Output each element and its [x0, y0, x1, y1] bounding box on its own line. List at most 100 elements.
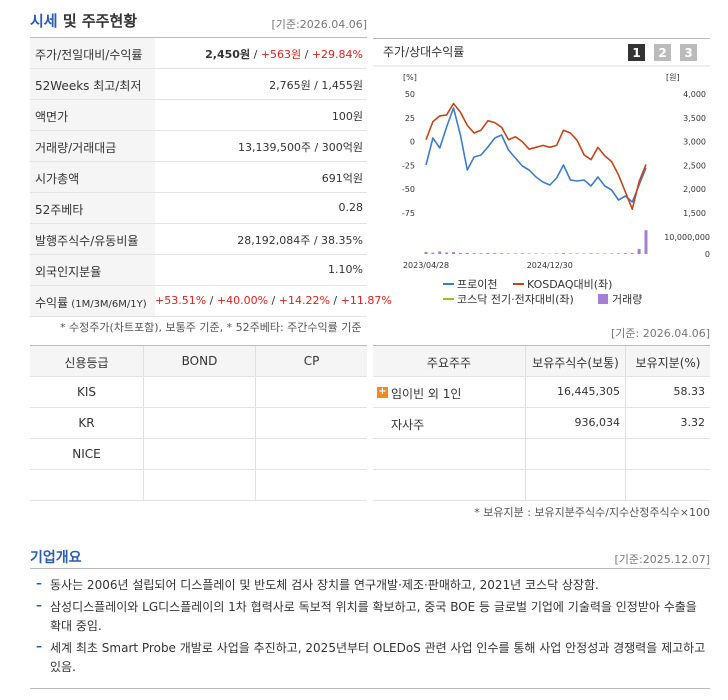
date-label: [기준:2025.12.07] — [614, 553, 710, 566]
volume-bar — [458, 252, 462, 254]
row-label: 액면가 — [30, 100, 155, 131]
table-cell — [143, 470, 255, 501]
row-divider — [30, 376, 367, 377]
section-title: 기업개요 — [30, 550, 82, 566]
volume-bar — [527, 253, 531, 254]
table-cell — [625, 470, 710, 501]
y3-tick-label: 10,000,000 — [664, 233, 710, 242]
row-value: 2,765원 / 1,455원 — [155, 69, 367, 100]
table-cell — [255, 470, 367, 501]
y2-tick-label: 2,500 — [683, 161, 706, 170]
volume-bar — [623, 253, 627, 254]
table-header-bg — [30, 346, 367, 377]
tab-button-bg — [680, 44, 697, 61]
table-cell — [255, 377, 367, 408]
row-value: 1.10% — [155, 255, 367, 286]
row-label: 52Weeks 최고/최저 — [30, 69, 155, 100]
y-tick-label: -50 — [402, 185, 415, 194]
table-cell — [373, 470, 525, 501]
table-cell — [143, 439, 255, 470]
table-cell: 16,445,305 — [525, 377, 625, 408]
divider — [30, 568, 710, 569]
value-part: +29.84% — [311, 48, 363, 61]
y-tick-label: 50 — [405, 90, 415, 99]
table-header-bg — [373, 346, 710, 377]
row-divider — [30, 223, 367, 224]
table-cell — [143, 377, 255, 408]
tab-button[interactable]: 1 — [632, 46, 640, 60]
bullet: – — [36, 576, 42, 590]
y2-tick-label: 3,000 — [683, 138, 706, 147]
table-top — [373, 345, 710, 346]
label: 주가/전일대비/수익률 — [35, 48, 143, 62]
table-cell — [255, 408, 367, 439]
y-tick-label: -75 — [402, 209, 415, 218]
legend-swatch — [598, 294, 608, 304]
row-divider — [30, 99, 367, 100]
table-cell — [525, 439, 625, 470]
series-line — [425, 107, 647, 203]
table-cell — [255, 439, 367, 470]
legend-label: 거래량 — [612, 293, 642, 306]
row-label: 수익률 (1M/3M/6M/1Y) — [30, 286, 155, 317]
row-divider — [373, 438, 710, 439]
volume-bar — [630, 252, 634, 254]
value: 100원 — [331, 110, 363, 123]
row-divider — [30, 254, 367, 255]
table-top — [30, 37, 367, 38]
row-label: 발행주식수/유동비율 — [30, 224, 155, 255]
table-cell: 자사주 — [391, 418, 425, 432]
label-sub: (1M/3M/6M/1Y) — [68, 299, 147, 310]
row-value: 2,450원 / +563원 / +29.84% — [155, 38, 367, 69]
value: 28,192,084주 / 38.35% — [237, 234, 363, 247]
overview-item: 동사는 2006년 설립되어 디스플레이 및 반도체 검사 장치를 연구개발·제… — [50, 578, 599, 592]
x-tick-label: 2024/12/30 — [527, 261, 573, 270]
table-cell: 임이빈 외 1인 — [391, 387, 462, 401]
note: * 보유지분 : 보유지분주식수/지수산정주식수×100 — [474, 506, 710, 519]
tab-button[interactable]: 2 — [658, 46, 666, 60]
axis-unit: [원] — [666, 73, 680, 82]
legend-label: 코스닥 전기·전자대비(좌) — [457, 293, 574, 306]
volume-bar — [431, 252, 435, 254]
y2-tick-label: 3,500 — [683, 114, 706, 123]
row-divider — [30, 285, 367, 286]
row-divider — [30, 192, 367, 193]
row-divider — [373, 376, 710, 377]
volume-bar — [520, 253, 524, 254]
y-tick-label: 25 — [405, 114, 415, 123]
value-part: 2,450원 — [205, 48, 251, 61]
table-top — [30, 345, 367, 346]
label: 외국인지분율 — [35, 265, 102, 279]
table-cell — [625, 439, 710, 470]
value: 1.10% — [328, 263, 363, 276]
volume-bar — [500, 253, 504, 254]
date-label: [기준:2026.04.06] — [271, 18, 367, 31]
section-title: 시세 및 주주현황 — [30, 10, 137, 31]
label: 거래량/거래대금 — [35, 141, 117, 155]
x-tick-label: 2023/04/28 — [403, 261, 449, 270]
table-cell — [373, 439, 525, 470]
volume-bar — [575, 253, 579, 254]
table-header: 보유주식수(보통) — [525, 346, 625, 377]
volume-bar — [582, 253, 586, 254]
row-label: 시가총액 — [30, 162, 155, 193]
row-divider — [30, 130, 367, 131]
volume-bar — [568, 253, 572, 254]
value-part: +53.51% — [155, 294, 207, 307]
tab-button[interactable]: 3 — [684, 46, 692, 60]
value: 0.28 — [338, 201, 364, 214]
y2-tick-label: 2,000 — [683, 185, 706, 194]
title-highlight: 시세 — [30, 12, 58, 30]
volume-bar — [603, 253, 607, 254]
chart-title: 주가/상대수익률 — [383, 45, 464, 59]
date-label: [기준: 2026.04.06] — [610, 327, 710, 340]
row-divider — [30, 68, 367, 69]
value-part: / — [329, 294, 341, 307]
table-cell — [143, 408, 255, 439]
title-rest: 및 주주현황 — [57, 12, 138, 30]
table-cell — [30, 470, 143, 501]
volume-bar — [513, 253, 517, 254]
expand-icon[interactable]: + — [377, 386, 388, 398]
row-label: 52주베타 — [30, 193, 155, 224]
